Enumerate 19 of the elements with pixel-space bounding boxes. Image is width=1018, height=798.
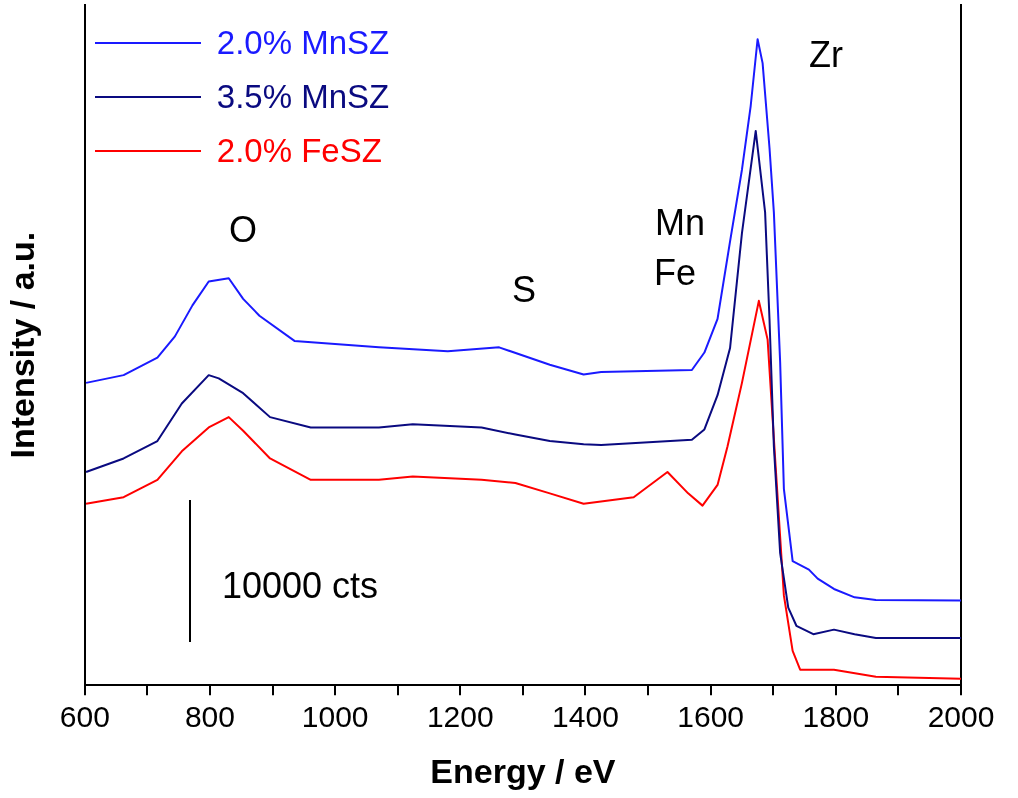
x-tick-label: 1400 [552,700,619,734]
x-tick-label: 2000 [927,700,995,734]
legend-label: 2.0% FeSZ [216,131,382,171]
x-tick-label: 800 [184,700,235,734]
x-tick-label: 1000 [301,700,369,734]
x-tick-label: 1600 [677,700,745,734]
annotation: Fe [653,251,697,293]
x-tick-label: 600 [59,700,110,734]
y-axis-title: Intensity / a.u. [2,231,41,459]
x-tick-label: 1800 [802,700,870,734]
annotation: O [228,208,258,250]
annotation: 10000 cts [221,564,379,606]
x-axis-title: Energy / eV [430,751,616,790]
x-tick-label: 1200 [426,700,494,734]
legend-label: 3.5% MnSZ [216,77,390,117]
annotation: Mn [654,201,706,243]
legend-label: 2.0% MnSZ [216,23,390,63]
annotation: Zr [809,33,843,75]
annotation: S [511,268,537,310]
